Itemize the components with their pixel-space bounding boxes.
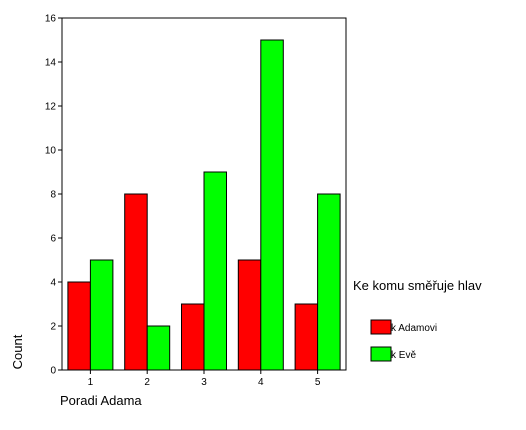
y-tick-label: 6 xyxy=(50,234,56,245)
bars xyxy=(67,39,341,371)
x-axis-title: Poradi Adama xyxy=(60,393,142,408)
legend-swatch xyxy=(370,319,392,335)
y-tick-label: 4 xyxy=(50,278,56,289)
legend-swatch xyxy=(370,346,392,362)
bar xyxy=(67,281,91,371)
y-tick-label: 0 xyxy=(50,366,56,377)
x-tick-label: 3 xyxy=(201,377,207,388)
bar xyxy=(89,259,114,371)
x-axis: 1 2 3 4 5 xyxy=(88,370,321,388)
x-tick-label: 4 xyxy=(258,377,264,388)
y-tick-label: 8 xyxy=(50,190,56,201)
x-tick-label: 5 xyxy=(315,377,321,388)
y-tick-label: 14 xyxy=(45,58,57,69)
bar xyxy=(317,193,341,371)
y-tick-label: 16 xyxy=(45,14,57,25)
legend-label: k Evě xyxy=(391,350,416,361)
bar xyxy=(237,259,262,371)
bar xyxy=(146,325,171,371)
bar xyxy=(260,39,284,371)
legend-label: k Adamovi xyxy=(391,323,437,334)
bar xyxy=(203,171,227,371)
bar xyxy=(294,303,319,371)
y-axis-title: Count xyxy=(10,334,25,369)
x-tick-label: 1 xyxy=(88,377,94,388)
y-tick-label: 12 xyxy=(45,102,57,113)
bar xyxy=(181,303,205,371)
y-tick-label: 2 xyxy=(50,322,56,333)
y-axis: 0 2 4 6 8 10 12 14 16 xyxy=(45,14,62,377)
bar xyxy=(124,193,148,371)
legend-title: Ke komu směřuje hlav xyxy=(353,278,482,293)
legend: k Adamovi k Evě xyxy=(370,319,437,362)
y-tick-label: 10 xyxy=(45,146,57,157)
x-tick-label: 2 xyxy=(144,377,150,388)
